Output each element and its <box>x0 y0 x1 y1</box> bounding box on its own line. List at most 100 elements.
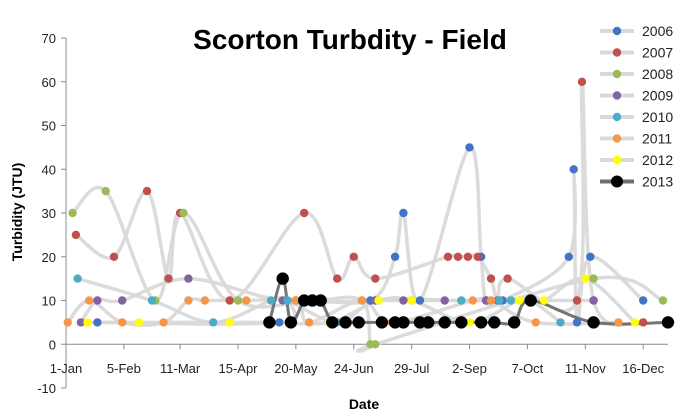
legend-label: 2010 <box>642 109 673 125</box>
data-point-2013 <box>455 316 468 329</box>
data-point-2007 <box>463 252 473 261</box>
series-lines-layer <box>66 80 669 353</box>
data-point-2007 <box>577 77 587 87</box>
legend-marker <box>612 155 622 165</box>
data-point-2009 <box>93 296 102 305</box>
x-tick-label: 15-Apr <box>218 361 258 376</box>
data-point-2009 <box>440 296 449 305</box>
legend-label: 2008 <box>642 66 673 82</box>
data-point-2011 <box>242 296 251 305</box>
data-point-2010 <box>283 296 292 305</box>
data-point-2006 <box>572 318 582 327</box>
y-tick-label: 40 <box>42 162 56 177</box>
x-tick-label: 2-Sep <box>452 361 487 376</box>
axes-layer: -10 0 10 20 30 40 50 60 70 1-Jan 5-Feb 11-Mar 15-Apr… <box>37 31 668 396</box>
y-axis-title: Turbidity (JTU) <box>9 163 25 262</box>
data-point-2013 <box>421 316 435 329</box>
legend-marker <box>612 48 622 57</box>
data-point-2009 <box>589 296 598 305</box>
legend-marker <box>611 175 623 188</box>
x-tick-label: 11-Nov <box>565 361 606 376</box>
series-line-2007 <box>74 80 644 327</box>
x-tick-label: 7-Oct <box>512 361 544 376</box>
data-point-2006 <box>93 318 102 327</box>
data-point-2013 <box>284 316 298 329</box>
data-point-2008 <box>101 186 110 196</box>
data-point-2011 <box>63 318 72 327</box>
data-point-2012 <box>581 274 590 283</box>
legend-label: 2007 <box>642 45 673 61</box>
data-point-2007 <box>443 252 453 261</box>
data-point-2011 <box>614 318 623 327</box>
data-point-2013 <box>474 316 488 329</box>
data-point-2010 <box>209 318 218 327</box>
data-point-2010 <box>506 296 516 305</box>
data-point-2006 <box>399 208 408 218</box>
data-point-2013 <box>438 316 451 329</box>
data-point-2006 <box>569 165 578 174</box>
legend-label: 2006 <box>642 23 673 39</box>
legend-label: 2011 <box>642 131 672 147</box>
data-point-2007 <box>142 186 152 196</box>
data-point-2007 <box>503 274 512 283</box>
data-point-2006 <box>586 252 595 261</box>
data-point-2013 <box>524 294 537 307</box>
data-point-2007 <box>639 318 648 327</box>
y-tick-label: 0 <box>49 337 56 352</box>
x-tick-label: 20-May <box>274 361 318 376</box>
legend-marker <box>612 112 622 122</box>
x-tick-label: 11-Mar <box>160 361 201 376</box>
y-tick-label: 20 <box>42 250 56 265</box>
y-tick-label: 10 <box>42 294 56 309</box>
data-point-2008 <box>68 208 77 218</box>
data-point-2013 <box>339 316 352 329</box>
legend-label: 2013 <box>642 174 673 190</box>
data-point-2010 <box>457 296 466 305</box>
y-tick-label: 50 <box>42 119 56 134</box>
data-point-2013 <box>488 316 501 329</box>
legend-label: 2009 <box>642 88 673 104</box>
legend: 2006 2007 2008 2009 2010 2011 2012 2013 <box>600 23 673 190</box>
data-point-2013 <box>326 316 339 329</box>
data-point-2007 <box>71 230 81 240</box>
data-point-2013 <box>276 272 289 285</box>
data-point-2006 <box>639 296 648 305</box>
data-point-2007 <box>371 274 380 283</box>
legend-label: 2012 <box>642 152 673 168</box>
data-point-2013 <box>507 316 521 329</box>
data-point-2012 <box>83 318 92 327</box>
data-point-2006 <box>564 252 573 261</box>
data-point-2009 <box>184 274 193 283</box>
data-point-2013 <box>587 316 600 329</box>
data-point-2012 <box>630 318 640 327</box>
data-point-2006 <box>275 318 284 327</box>
legend-marker <box>612 91 622 100</box>
x-tick-label: 16-Dec <box>622 361 664 376</box>
data-point-2007 <box>109 252 119 261</box>
data-point-2007 <box>572 296 582 305</box>
x-tick-label: 1-Jan <box>50 361 83 376</box>
y-tick-label: 30 <box>42 206 56 221</box>
legend-marker <box>612 134 622 143</box>
data-point-2006 <box>390 252 400 261</box>
data-point-2007 <box>225 296 234 305</box>
data-point-2011 <box>291 296 301 305</box>
data-point-2013 <box>661 316 675 329</box>
chart-title: Scorton Turbdity - Field <box>193 24 507 55</box>
data-point-2007 <box>164 274 173 283</box>
data-point-2010 <box>266 296 276 305</box>
data-point-2011 <box>357 296 367 305</box>
data-point-2013 <box>375 316 389 329</box>
data-point-2007 <box>486 274 496 283</box>
data-point-2008 <box>371 340 380 349</box>
legend-marker <box>612 69 622 79</box>
data-point-2010 <box>147 296 157 305</box>
data-point-2011 <box>531 318 540 327</box>
data-point-2009 <box>399 296 408 305</box>
y-tick-label: 60 <box>42 75 56 90</box>
data-point-2013 <box>314 294 327 307</box>
data-point-2006 <box>465 143 474 152</box>
data-point-2012 <box>134 318 143 327</box>
x-axis-title: Date <box>349 396 380 412</box>
data-point-2012 <box>374 296 383 305</box>
